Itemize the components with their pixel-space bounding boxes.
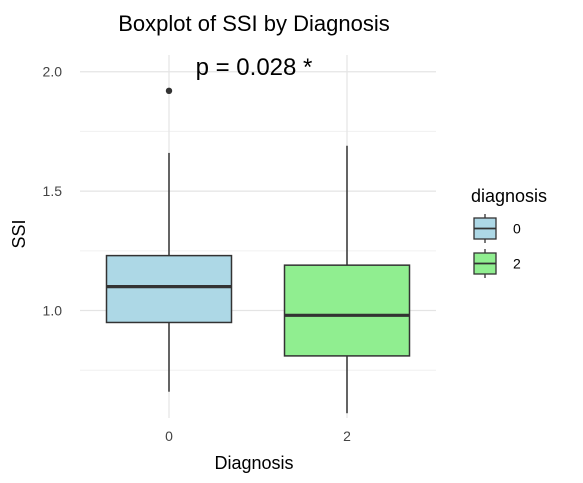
plot-panel: 1.0 1.5 2.0 0 2 — [43, 55, 436, 444]
legend-title: diagnosis — [471, 186, 547, 206]
legend: diagnosis 0 2 — [471, 186, 547, 278]
x-axis-title: Diagnosis — [214, 453, 293, 473]
y-tick-label: 2.0 — [43, 64, 63, 80]
box-0 — [105, 254, 233, 324]
p-value-annotation: p = 0.028 * — [196, 54, 313, 81]
chart-title: Boxplot of SSI by Diagnosis — [118, 11, 389, 36]
legend-label: 0 — [513, 221, 521, 237]
box-2 — [283, 264, 411, 357]
x-tick-label: 0 — [165, 428, 173, 444]
y-tick-label: 1.5 — [43, 183, 63, 199]
legend-label: 2 — [513, 256, 521, 272]
y-tick-label: 1.0 — [43, 303, 63, 319]
x-tick-label: 2 — [343, 428, 351, 444]
outlier-point — [165, 87, 173, 95]
y-axis-title: SSI — [9, 219, 29, 248]
